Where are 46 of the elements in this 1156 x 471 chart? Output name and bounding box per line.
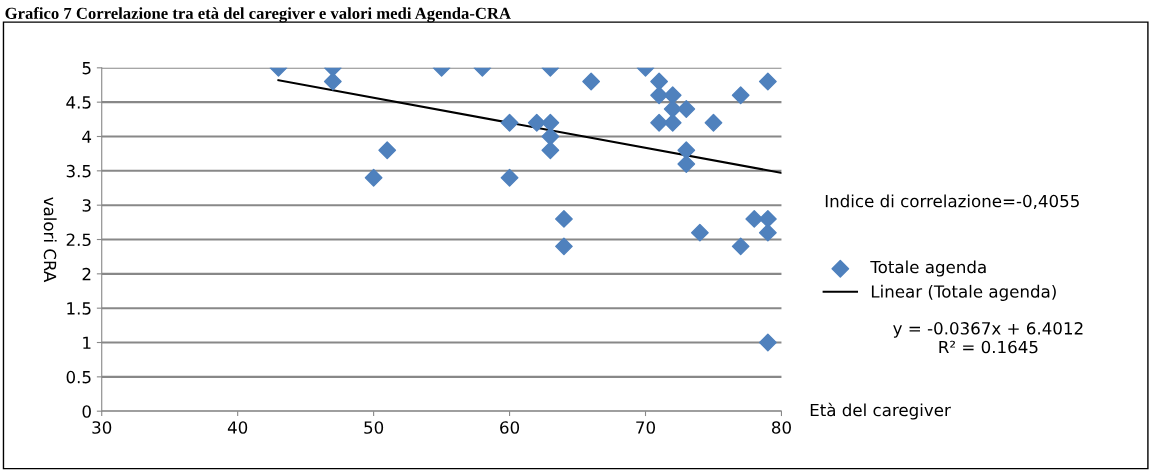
x-tick-label: 60 <box>500 421 520 434</box>
y-tick-label: 1 <box>83 336 91 349</box>
y-tick-label: 3 <box>82 199 91 212</box>
point <box>323 72 342 91</box>
y-tick-label: 4.5 <box>66 96 91 109</box>
x-tick-label: 70 <box>636 421 656 434</box>
y-tick-label: 2.5 <box>66 233 91 247</box>
y-tick-label: 3.5 <box>66 164 91 178</box>
y-tick-label: 5 <box>82 62 91 75</box>
point <box>704 113 723 132</box>
point <box>758 333 777 352</box>
y-tick-label: 0 <box>82 405 91 418</box>
legend-label: Totale agenda <box>870 260 986 277</box>
point <box>527 113 546 132</box>
x-tick-label: 30 <box>92 421 112 434</box>
legend-label: Linear (Totale agenda) <box>871 284 1056 301</box>
chart-title: Grafico 7 Correlazione tra età del caregiver e valori medi Agenda-CRA <box>5 7 511 23</box>
point <box>690 223 709 242</box>
point <box>582 72 601 91</box>
y-tick-label: 0.5 <box>66 370 91 384</box>
text: Indice di correlazione=-0,4055 <box>825 194 1079 210</box>
point <box>541 141 560 160</box>
point <box>500 113 519 132</box>
point <box>541 113 560 132</box>
point <box>677 155 696 173</box>
y-tick-label: 1.5 <box>67 302 91 315</box>
point <box>731 237 750 256</box>
x-tick-label: 50 <box>364 421 384 434</box>
point <box>758 72 777 91</box>
y-tick-label: 2 <box>82 267 91 281</box>
x-tick-label: 40 <box>227 421 248 434</box>
y-tick-label: 4 <box>82 130 92 143</box>
point <box>555 237 573 256</box>
point <box>650 72 669 91</box>
x-tick-label: 80 <box>771 421 791 434</box>
point <box>364 168 383 187</box>
x-axis-title: Età del caregiver <box>810 402 951 420</box>
y-axis-title: valori CRA <box>43 197 57 283</box>
point <box>758 223 777 242</box>
point <box>500 168 519 187</box>
point <box>555 209 573 228</box>
point <box>378 141 397 160</box>
point <box>541 127 560 146</box>
point <box>677 100 696 118</box>
point <box>731 86 750 105</box>
text: y = -0.0367x + 6.4012 R² = 0.1645 <box>893 322 1083 354</box>
